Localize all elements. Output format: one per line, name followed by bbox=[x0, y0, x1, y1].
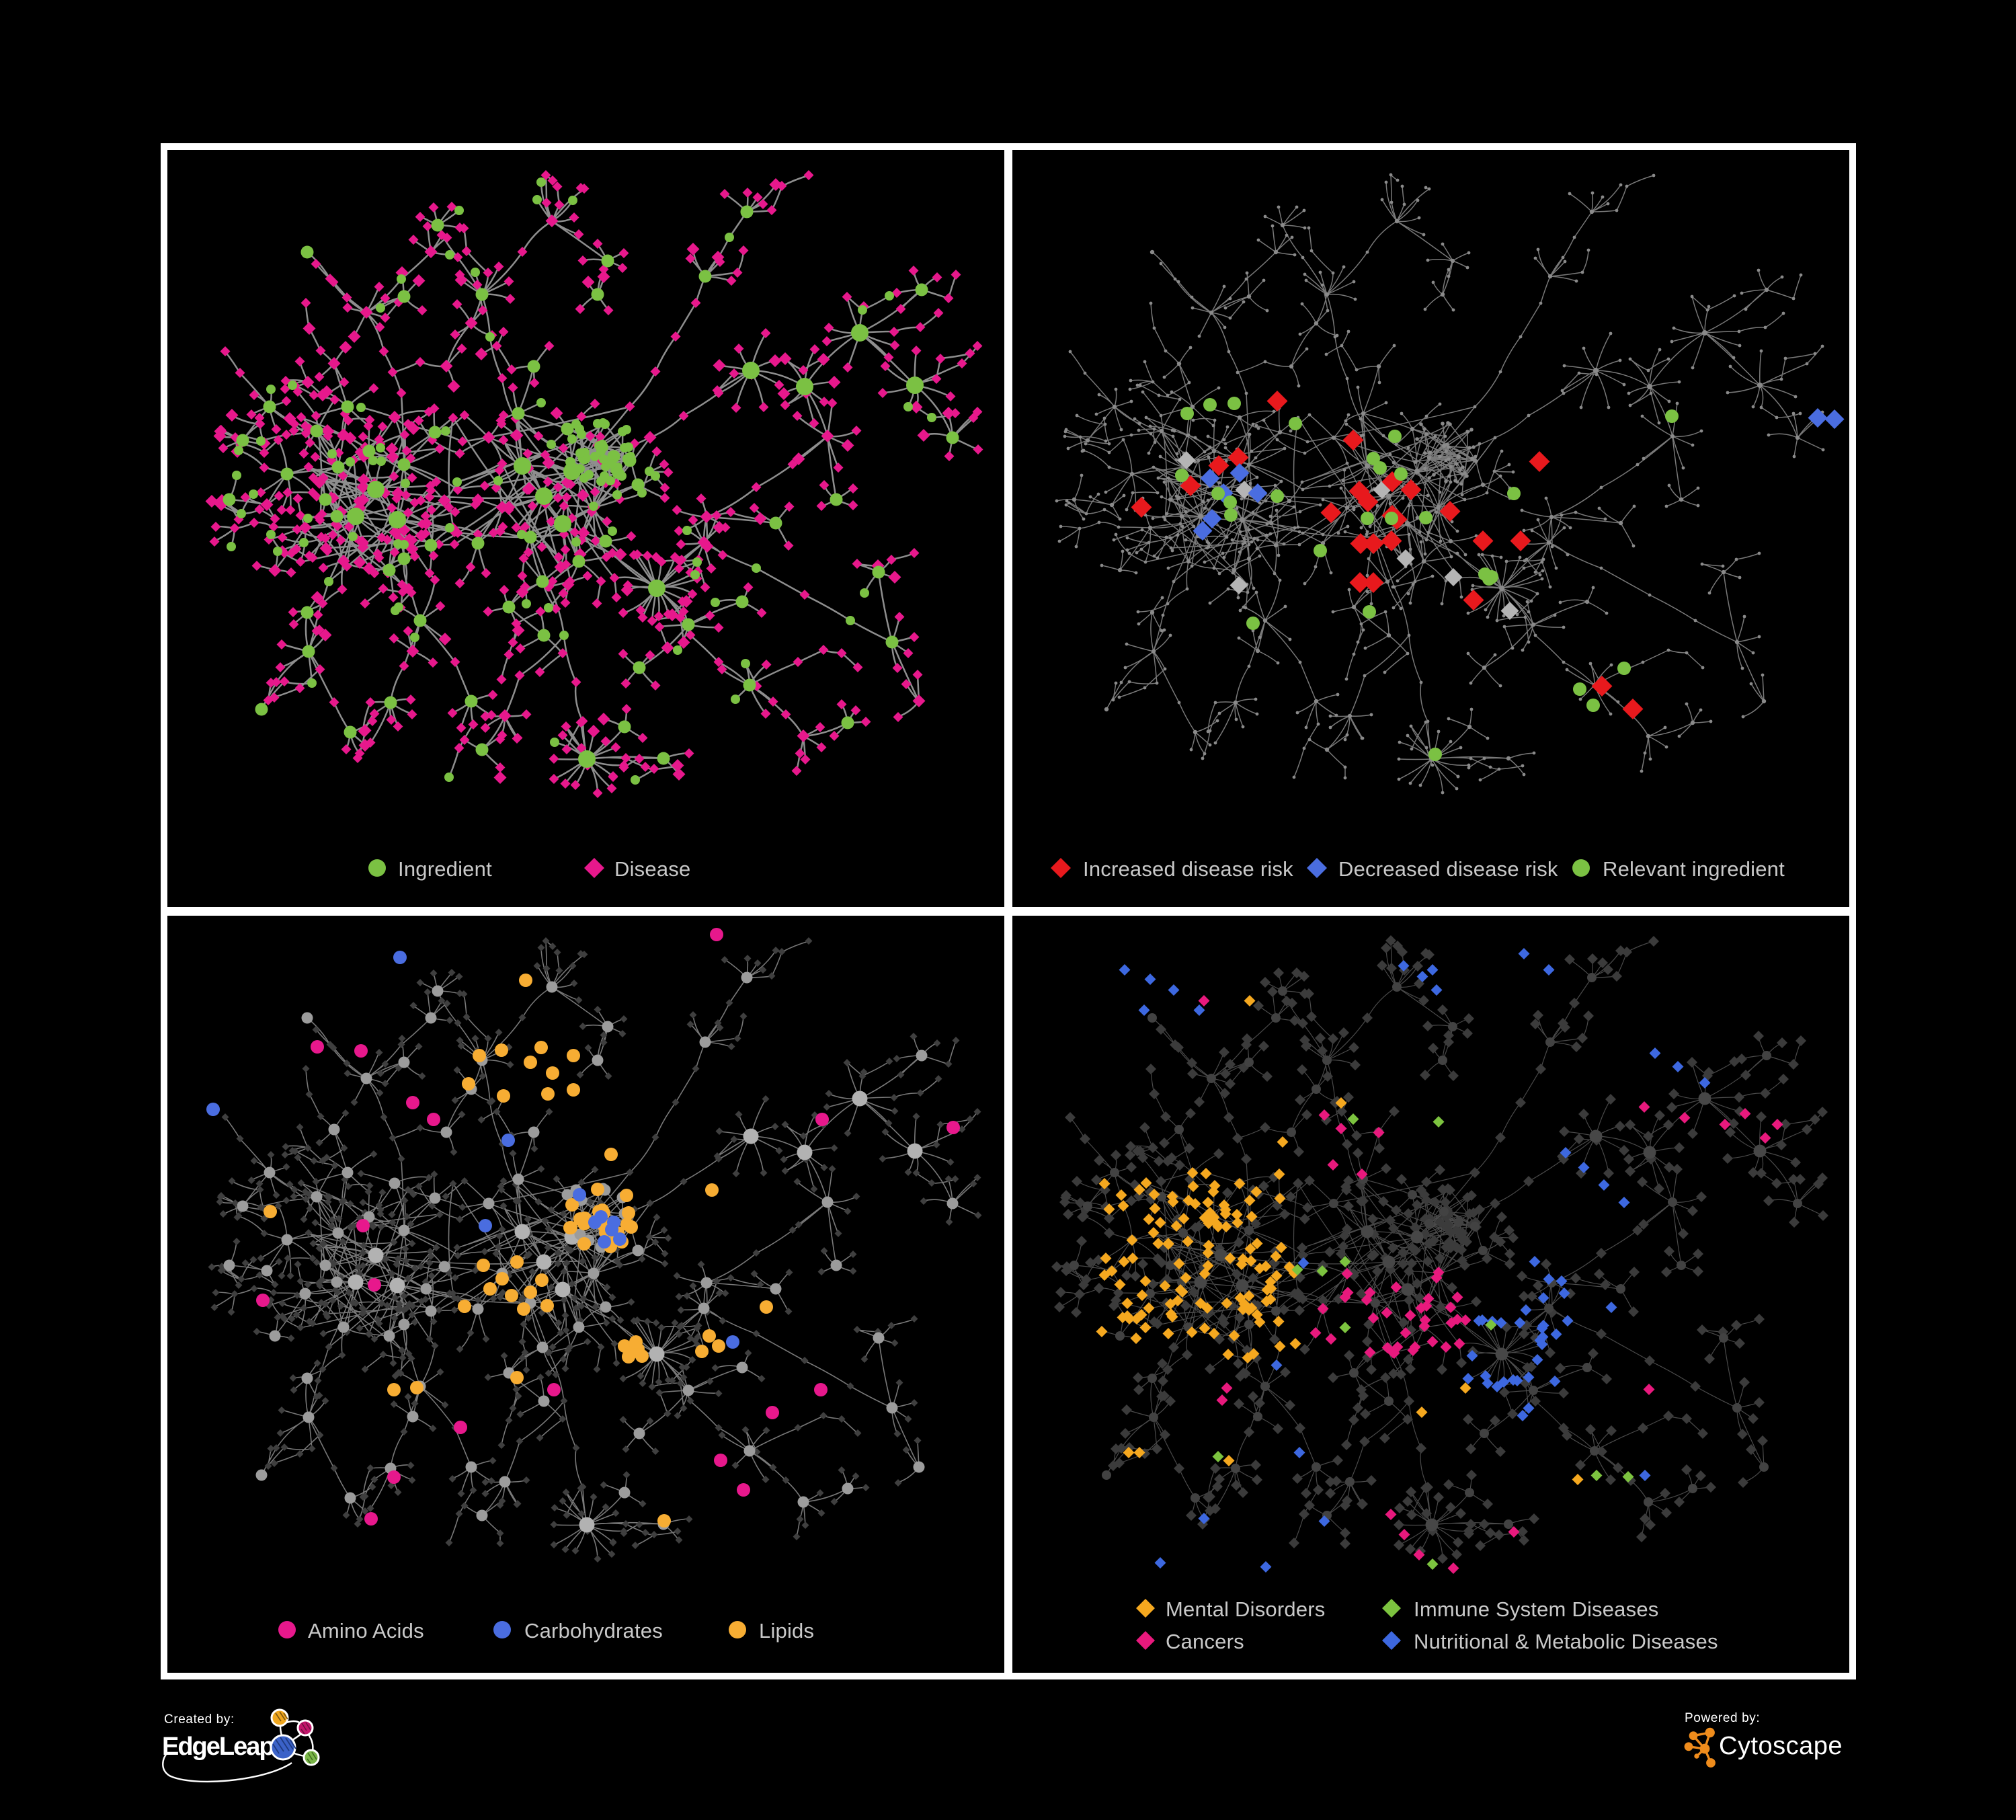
svg-text:Cancers: Cancers bbox=[1166, 1630, 1244, 1653]
svg-text:Increased disease risk: Increased disease risk bbox=[1083, 857, 1293, 881]
svg-text:Disease: Disease bbox=[614, 857, 690, 881]
svg-text:Carbohydrates: Carbohydrates bbox=[524, 1619, 663, 1643]
svg-text:Nutritional & Metabolic Diseas: Nutritional & Metabolic Diseases bbox=[1414, 1630, 1718, 1653]
svg-text:Mental Disorders: Mental Disorders bbox=[1166, 1597, 1326, 1621]
svg-text:Ingredient: Ingredient bbox=[398, 857, 492, 881]
svg-text:Relevant ingredient: Relevant ingredient bbox=[1603, 857, 1785, 881]
svg-text:Immune System Diseases: Immune System Diseases bbox=[1414, 1597, 1658, 1621]
svg-text:Decreased disease risk: Decreased disease risk bbox=[1338, 857, 1558, 881]
svg-text:EdgeLeap: EdgeLeap bbox=[162, 1733, 274, 1761]
svg-text:Created by:: Created by: bbox=[164, 1712, 235, 1727]
svg-text:Lipids: Lipids bbox=[759, 1619, 814, 1643]
svg-text:Powered by:: Powered by: bbox=[1685, 1711, 1760, 1725]
svg-text:Amino Acids: Amino Acids bbox=[308, 1619, 424, 1643]
svg-text:Cytoscape: Cytoscape bbox=[1719, 1732, 1843, 1760]
